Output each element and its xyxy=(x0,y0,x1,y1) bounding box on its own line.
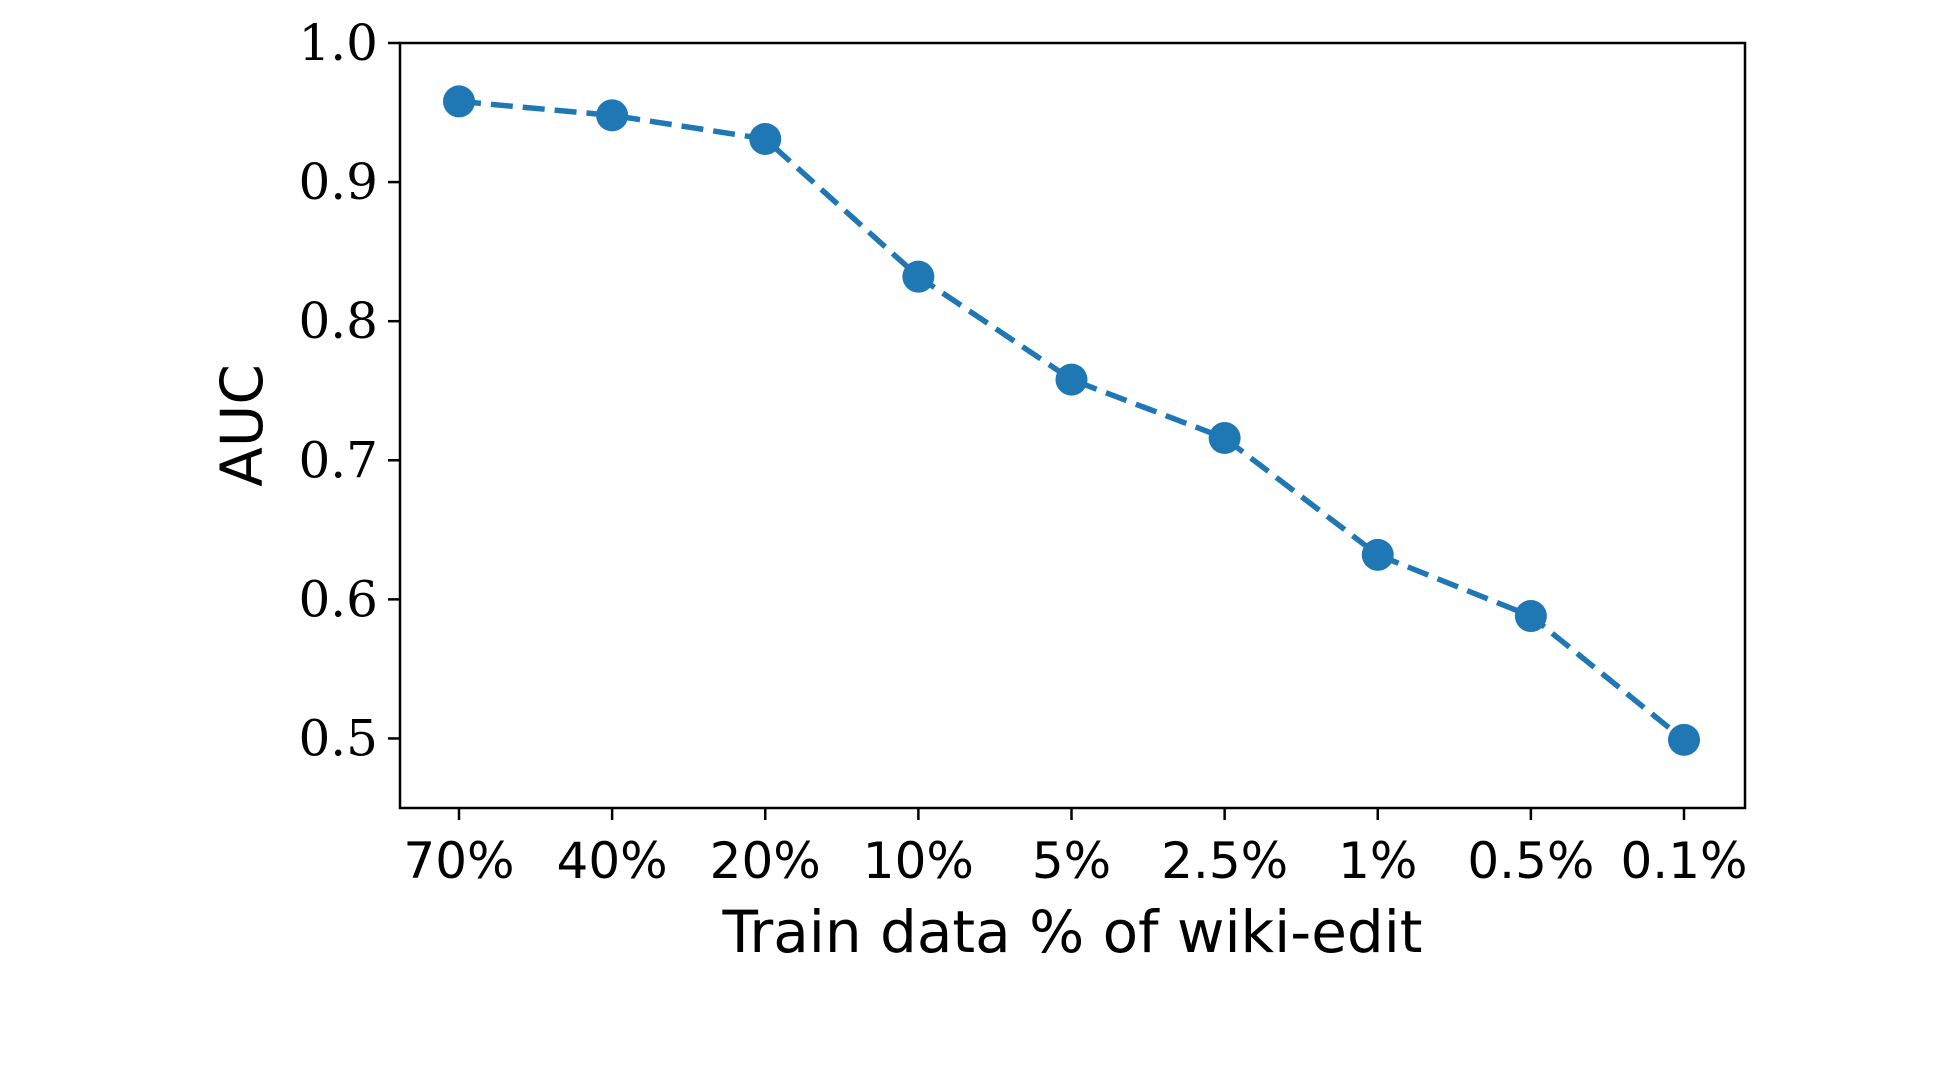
data-point xyxy=(1208,422,1241,455)
data-point xyxy=(1668,723,1700,756)
data-point xyxy=(902,260,935,293)
data-point xyxy=(749,122,782,155)
y-tick-label: 0.8 xyxy=(298,292,378,350)
x-tick-label: 2.5% xyxy=(1161,832,1288,890)
x-tick-label: 20% xyxy=(710,832,821,890)
x-tick-label: 40% xyxy=(557,832,668,890)
x-tick-label: 10% xyxy=(863,832,974,890)
y-tick-label: 1.0 xyxy=(298,14,378,72)
plot-area xyxy=(443,85,1700,756)
x-tick-label: 70% xyxy=(403,832,514,890)
y-axis-label: AUC xyxy=(208,364,276,487)
y-tick-label: 0.7 xyxy=(298,431,378,489)
data-point xyxy=(596,99,629,132)
x-tick-label: 0.5% xyxy=(1467,832,1594,890)
data-point xyxy=(1514,600,1547,633)
y-tick-label: 0.6 xyxy=(298,570,378,628)
x-tick-label: 5% xyxy=(1032,832,1111,890)
x-axis-label: Train data % of wiki-edit xyxy=(721,898,1422,966)
x-tick-label: 1% xyxy=(1338,832,1417,890)
data-point xyxy=(1055,363,1088,396)
data-point xyxy=(1361,538,1394,571)
series-line xyxy=(458,98,1686,742)
y-tick-label: 0.9 xyxy=(298,153,378,211)
y-axis: 0.5 0.6 0.7 0.8 0.9 1.0 xyxy=(298,14,400,767)
data-point xyxy=(443,85,475,118)
x-tick-label: 0.1% xyxy=(1620,832,1747,890)
x-axis: 70% 40% 20% 10% 5% 2.5% 1% 0.5% 0.1% xyxy=(403,808,1748,890)
y-tick-label: 0.5 xyxy=(298,709,378,767)
